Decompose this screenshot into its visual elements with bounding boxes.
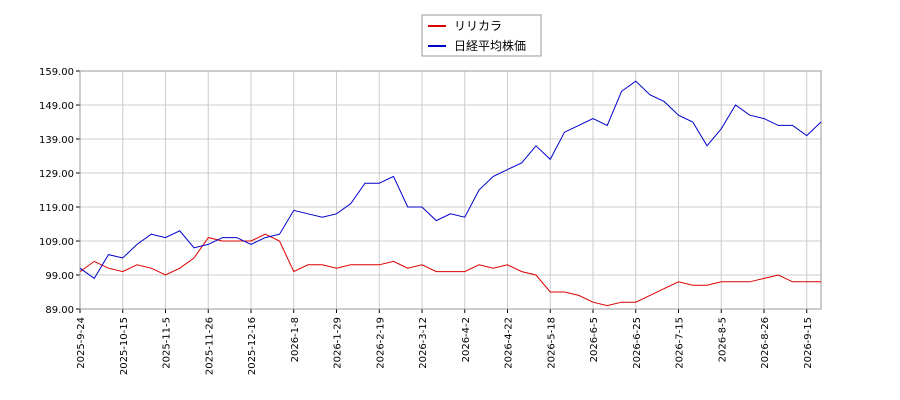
x-tick-label: 2025-9-24 (76, 317, 87, 369)
x-tick-label: 2026-1-8 (290, 317, 301, 362)
x-tick-label: 2026-1-29 (333, 317, 344, 369)
x-tick-label: 2026-2-19 (375, 317, 386, 369)
y-tick-label: 159.00 (39, 67, 74, 78)
x-tick-label: 2026-8-5 (717, 317, 728, 362)
series-line (79, 233, 821, 307)
x-tick-label: 2026-8-26 (760, 317, 771, 369)
series-line (79, 80, 822, 280)
x-tick-label: 2026-4-22 (504, 317, 515, 369)
y-tick-label: 139.00 (39, 135, 74, 146)
x-tick-label: 2025-11-26 (204, 317, 215, 375)
x-tick-label: 2025-10-15 (119, 317, 130, 375)
x-tick-label: 2026-3-12 (418, 317, 429, 369)
plot-frame (79, 70, 822, 310)
y-tick-label: 119.00 (39, 203, 74, 214)
x-tick-label: 2026-5-18 (546, 317, 557, 369)
y-tick-label: 109.00 (39, 237, 74, 248)
legend-box (421, 14, 542, 57)
x-tick-label: 2025-11-5 (162, 317, 173, 369)
x-tick-label: 2026-4-2 (461, 317, 472, 362)
x-tick-label: 2026-6-25 (632, 317, 643, 369)
y-tick-label: 99.00 (45, 271, 74, 282)
legend-label: リリカラ (454, 19, 502, 33)
x-tick-label: 2026-9-15 (803, 317, 814, 369)
legend-label: 日経平均株価 (454, 38, 526, 53)
y-tick-label: 149.00 (39, 101, 74, 112)
x-tick-label: 2026-7-15 (675, 317, 686, 369)
y-tick-label: 129.00 (39, 169, 74, 180)
x-tick-label: 2025-12-16 (247, 317, 258, 375)
x-tick-label: 2026-6-5 (589, 317, 600, 362)
y-tick-label: 89.00 (45, 305, 74, 316)
